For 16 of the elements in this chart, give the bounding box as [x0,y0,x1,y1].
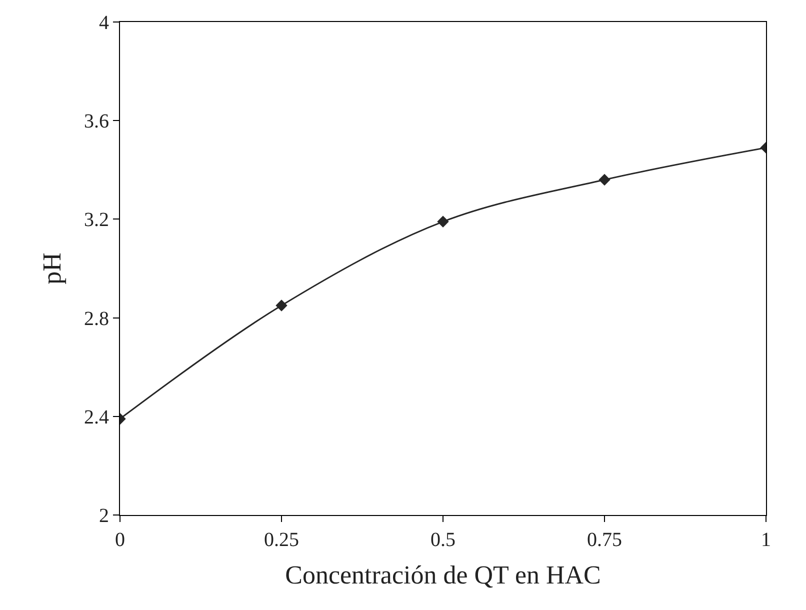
point [437,216,449,228]
y-tick-label: 3.6 [84,110,109,133]
y-axis-title: pH [37,252,66,284]
y-tick-label: 4 [99,12,109,34]
x-tick-label: 0.5 [430,529,456,551]
y-tick-label: 2.4 [84,406,109,428]
y-tick-label: 3.2 [84,209,109,232]
y-tick-label: 2.8 [84,308,109,330]
x-tick-label: 0.25 [264,529,299,551]
point [276,300,288,312]
x-tick-label: 0 [115,529,125,551]
x-axis-title: Concentración de QT en HAC [285,560,601,590]
point [598,174,610,186]
y-tick-label: 2 [99,505,109,527]
x-tick-label: 0.75 [587,529,622,551]
x-tick-label: 1 [761,529,771,551]
